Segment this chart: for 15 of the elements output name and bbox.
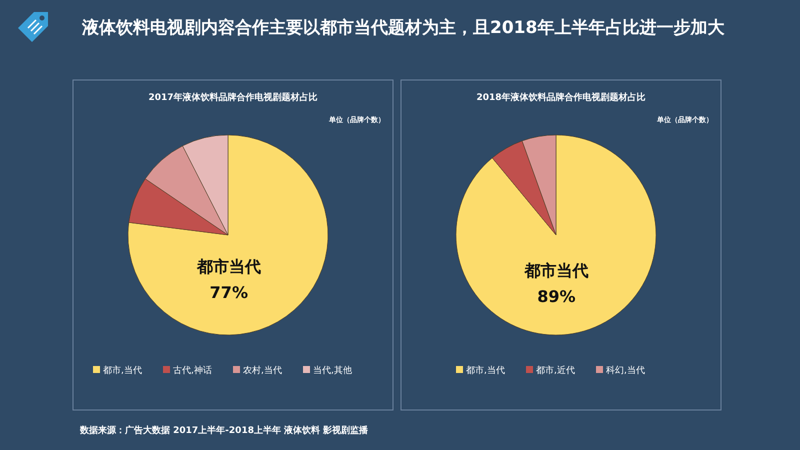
- pie-slice: [456, 134, 656, 336]
- chart-title: 2017年液体饮料品牌合作电视剧题材占比: [148, 92, 318, 103]
- data-label: 都市当代 77%: [196, 256, 261, 302]
- legend-label: 都市,近代: [536, 365, 575, 376]
- text: 液体饮料电视剧内容合作主要以都市当代题材为主，且2018年上半年占比进一步加大: [81, 18, 726, 38]
- source-note: 数据来源：广告大数据 2017上半年-2018上半年 液体饮料 影视剧监播: [79, 425, 370, 436]
- legend-label: 当代,其他: [313, 365, 352, 376]
- legend-label: 都市,当代: [466, 365, 505, 376]
- legend-label: 科幻,当代: [606, 365, 645, 376]
- legend-label: 都市,当代: [103, 365, 142, 376]
- legend-label: 农村,当代: [243, 365, 282, 376]
- legend-label: 古代,神话: [173, 365, 212, 376]
- chart-title: 2018年液体饮料品牌合作电视剧题材占比: [476, 92, 646, 103]
- data-label: 都市当代 89%: [523, 261, 588, 306]
- pie-slice: [128, 134, 328, 336]
